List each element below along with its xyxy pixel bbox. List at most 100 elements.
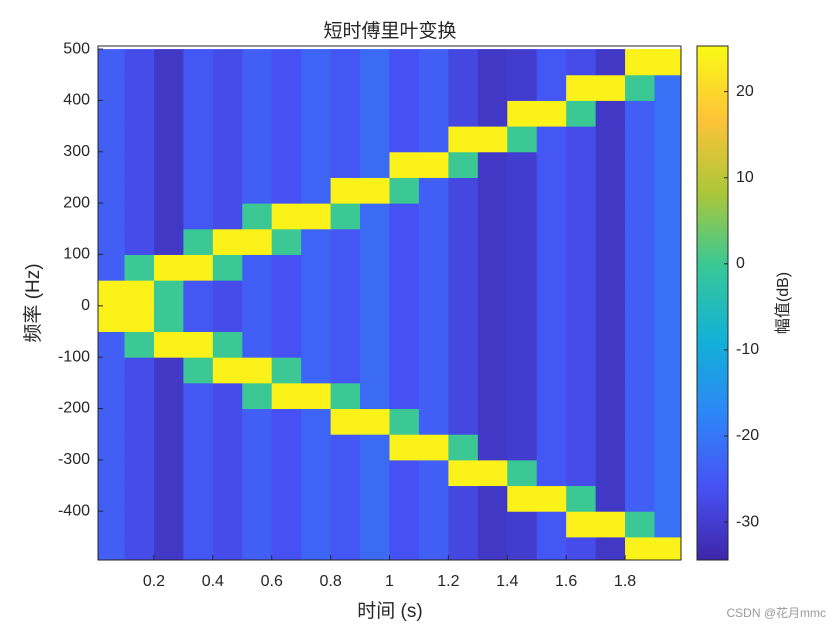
heatmap-cell — [360, 49, 390, 76]
heatmap-cell — [271, 485, 302, 512]
heatmap-cell — [654, 305, 681, 332]
heatmap-cell — [625, 151, 655, 178]
x-tick-label: 0.4 — [202, 573, 224, 590]
heatmap-cell — [153, 408, 184, 435]
heatmap-cell — [98, 331, 125, 358]
heatmap-cell — [330, 408, 361, 435]
heatmap-cell — [418, 485, 449, 512]
heatmap-cell — [536, 177, 567, 204]
heatmap-cell — [507, 408, 538, 435]
heatmap-cell — [389, 126, 420, 153]
heatmap-cell — [301, 126, 332, 153]
heatmap-cell — [418, 382, 449, 410]
heatmap-cell — [536, 126, 567, 153]
heatmap-cell — [625, 408, 655, 435]
heatmap-cell — [124, 536, 155, 560]
x-tick-label: 1.8 — [614, 573, 636, 590]
y-axis-label: 频率 (Hz) — [22, 263, 44, 342]
heatmap-cell — [418, 305, 449, 332]
heatmap-cell — [595, 203, 626, 230]
heatmap-cell — [536, 357, 567, 384]
heatmap-cell — [271, 511, 302, 538]
heatmap-cell — [242, 382, 273, 410]
heatmap-cell — [566, 459, 597, 487]
heatmap-cell — [153, 434, 184, 461]
heatmap-cell — [183, 357, 214, 384]
heatmap-cell — [301, 459, 332, 487]
heatmap-cell — [625, 485, 655, 512]
heatmap-cell — [477, 203, 508, 230]
heatmap-cell — [153, 74, 184, 101]
heatmap-cell — [448, 49, 479, 76]
heatmap-cell — [595, 74, 626, 101]
heatmap-cell — [448, 126, 479, 153]
heatmap-cell — [536, 280, 567, 307]
heatmap-cell — [536, 331, 567, 358]
heatmap-cell — [183, 280, 214, 307]
heatmap-cell — [242, 305, 273, 332]
heatmap-cell — [330, 151, 361, 178]
heatmap-cell — [595, 459, 626, 487]
x-axis-label: 时间 (s) — [357, 600, 422, 622]
heatmap-cell — [124, 177, 155, 204]
heatmap-cell — [507, 126, 538, 153]
heatmap-cell — [625, 434, 655, 461]
heatmap-cell — [271, 203, 302, 230]
colorbar-tick-label: 10 — [736, 169, 754, 186]
heatmap-cell — [330, 382, 361, 410]
heatmap-cell — [654, 434, 681, 461]
heatmap-cell — [330, 357, 361, 384]
heatmap-cell — [477, 100, 508, 127]
heatmap-cell — [330, 434, 361, 461]
heatmap-cell — [212, 74, 243, 101]
heatmap-cell — [124, 511, 155, 538]
heatmap-cell — [124, 100, 155, 127]
heatmap-cell — [124, 331, 155, 358]
heatmap-cell — [654, 280, 681, 307]
heatmap-cell — [566, 408, 597, 435]
heatmap-cell — [595, 177, 626, 204]
heatmap-cell — [301, 177, 332, 204]
heatmap-cell — [507, 74, 538, 101]
heatmap-cell — [271, 357, 302, 384]
heatmap-cell — [507, 382, 538, 410]
heatmap-cell — [98, 382, 125, 410]
heatmap-cell — [212, 203, 243, 230]
heatmap-cell — [271, 151, 302, 178]
heatmap-cell — [389, 485, 420, 512]
heatmap-cell — [595, 100, 626, 127]
heatmap-cell — [654, 511, 681, 538]
heatmap-cell — [566, 331, 597, 358]
heatmap-cell — [389, 100, 420, 127]
heatmap-cell — [654, 126, 681, 153]
heatmap-cell — [566, 305, 597, 332]
heatmap-cell — [271, 228, 302, 255]
heatmap-cell — [536, 408, 567, 435]
heatmap-cell — [448, 485, 479, 512]
heatmap-cell — [98, 408, 125, 435]
heatmap-cell — [98, 280, 125, 307]
heatmap-cell — [153, 459, 184, 487]
heatmap-cell — [124, 254, 155, 281]
heatmap-cell — [153, 536, 184, 560]
heatmap-cell — [595, 357, 626, 384]
heatmap-cell — [301, 151, 332, 178]
heatmap-cell — [212, 126, 243, 153]
heatmap-cell — [271, 459, 302, 487]
heatmap-cell — [153, 511, 184, 538]
heatmap-cell — [301, 485, 332, 512]
heatmap-cell — [183, 408, 214, 435]
heatmap-cell — [153, 49, 184, 76]
heatmap-cell — [153, 357, 184, 384]
heatmap-cell — [360, 100, 390, 127]
heatmap-cell — [595, 49, 626, 76]
heatmap-cell — [301, 408, 332, 435]
heatmap-cell — [536, 203, 567, 230]
heatmap-cell — [566, 485, 597, 512]
heatmap-cell — [153, 203, 184, 230]
heatmap-cell — [418, 331, 449, 358]
heatmap-cell — [271, 434, 302, 461]
heatmap-cell — [477, 49, 508, 76]
heatmap-cell — [242, 357, 273, 384]
heatmap-cell — [654, 408, 681, 435]
